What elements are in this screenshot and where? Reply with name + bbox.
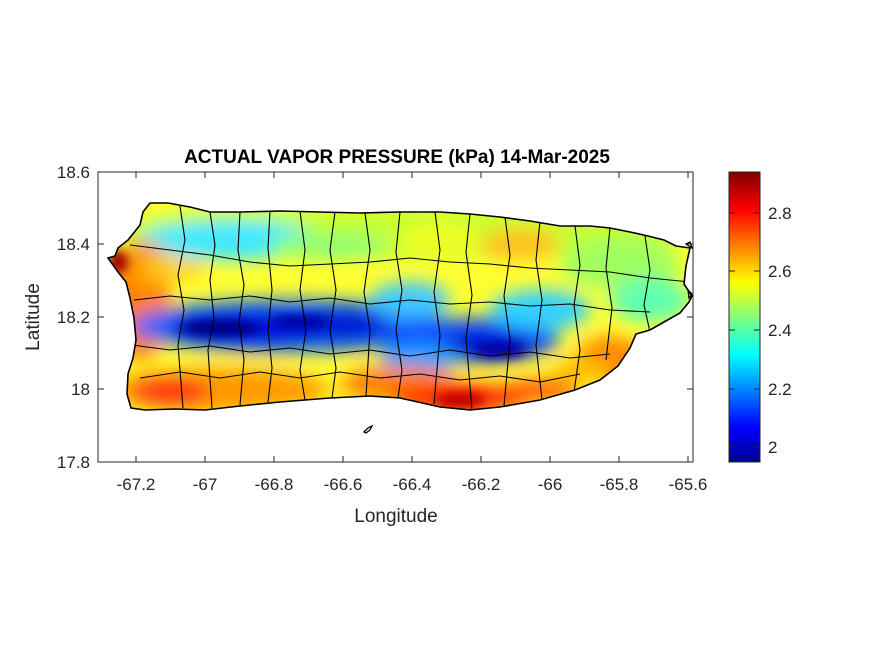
y-tick-label: 18.6 — [57, 163, 90, 182]
colorbar — [728, 171, 761, 463]
colorbar-tick-label: 2.8 — [768, 204, 792, 223]
colorbar-tick-marks — [729, 212, 760, 448]
x-tick-label: -65.8 — [600, 475, 639, 494]
y-tick-label: 17.8 — [57, 453, 90, 472]
colorbar-tick-label: 2.2 — [768, 380, 792, 399]
colorbar-tick-label: 2 — [768, 438, 777, 457]
offshore-islets — [362, 241, 694, 434]
x-tick-label: -66 — [538, 475, 563, 494]
x-tick-marks — [135, 172, 689, 462]
colorbar-tick-label: 2.6 — [768, 262, 792, 281]
x-tick-label: -67.2 — [117, 475, 156, 494]
x-tick-label: -66.4 — [393, 475, 432, 494]
x-axis-label: Longitude — [354, 506, 437, 527]
y-axis-label: Latitude — [23, 283, 44, 351]
x-tick-label: -66.6 — [324, 475, 363, 494]
colorbar-tick-label: 2.4 — [768, 321, 792, 340]
x-tick-label: -65.6 — [669, 475, 708, 494]
y-tick-marks — [98, 171, 693, 463]
y-tick-label: 18.2 — [57, 308, 90, 327]
y-tick-label: 18 — [71, 380, 90, 399]
y-tick-label: 18.4 — [57, 235, 90, 254]
municipality-boundaries — [129, 205, 691, 410]
chart-title: ACTUAL VAPOR PRESSURE (kPa) 14-Mar-2025 — [184, 147, 610, 168]
x-tick-label: -67 — [193, 475, 218, 494]
x-tick-label: -66.2 — [462, 475, 501, 494]
x-tick-label: -66.8 — [255, 475, 294, 494]
